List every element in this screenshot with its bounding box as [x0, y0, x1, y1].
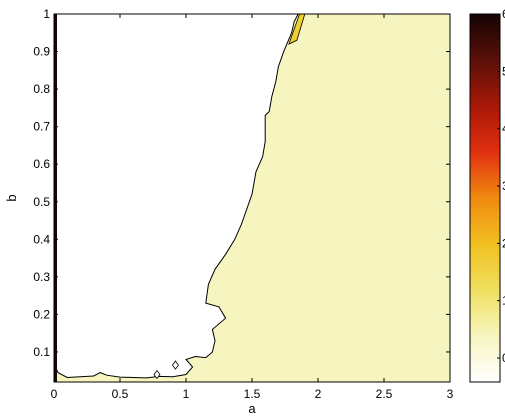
- x-tick-label-4: 2: [315, 387, 322, 401]
- y-tick-label-3: 0.4: [33, 232, 50, 246]
- x-tick-label-6: 3: [447, 387, 454, 401]
- filled-region: [54, 14, 450, 382]
- y-tick-label-7: 0.8: [33, 82, 50, 96]
- colorbar-tick-label-1: 1: [502, 294, 505, 308]
- left-edge-strip: [54, 14, 57, 382]
- y-axis-label: b: [4, 194, 19, 201]
- y-tick-label-1: 0.2: [33, 307, 50, 321]
- contour-island-1: [153, 369, 161, 380]
- x-tick-label-0: 0: [51, 387, 58, 401]
- colorbar-tick-label-2: 2: [502, 236, 505, 250]
- y-tick-label-8: 0.9: [33, 45, 50, 59]
- y-tick-label-0: 0.1: [33, 345, 50, 359]
- y-tick-label-4: 0.5: [33, 195, 50, 209]
- y-tick-label-2: 0.3: [33, 270, 50, 284]
- y-tick-label-5: 0.6: [33, 157, 50, 171]
- colorbar-tick-label-5: 5: [502, 64, 505, 78]
- high-value-streak: [288, 14, 306, 45]
- colorbar: [469, 13, 501, 383]
- x-tick-label-2: 1: [183, 387, 190, 401]
- colorbar-tick-label-4: 4: [502, 122, 505, 136]
- x-axis-label: a: [248, 401, 256, 416]
- x-tick-label-3: 1.5: [244, 387, 261, 401]
- x-tick-label-5: 2.5: [376, 387, 393, 401]
- y-tick-label-6: 0.7: [33, 120, 50, 134]
- contour-boundary: [54, 14, 299, 379]
- x-tick-label-1: 0.5: [112, 387, 129, 401]
- colorbar-tick-label-6: 6: [502, 7, 505, 21]
- contour-island-0: [171, 360, 179, 370]
- colorbar-tick-label-0: 0: [502, 351, 505, 365]
- colorbar-tick-label-3: 3: [502, 179, 505, 193]
- y-tick-label-9: 1: [43, 7, 50, 21]
